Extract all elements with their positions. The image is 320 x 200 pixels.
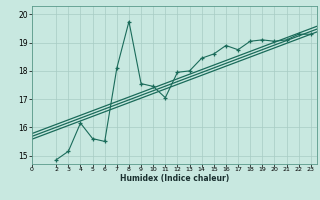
X-axis label: Humidex (Indice chaleur): Humidex (Indice chaleur) bbox=[120, 174, 229, 183]
